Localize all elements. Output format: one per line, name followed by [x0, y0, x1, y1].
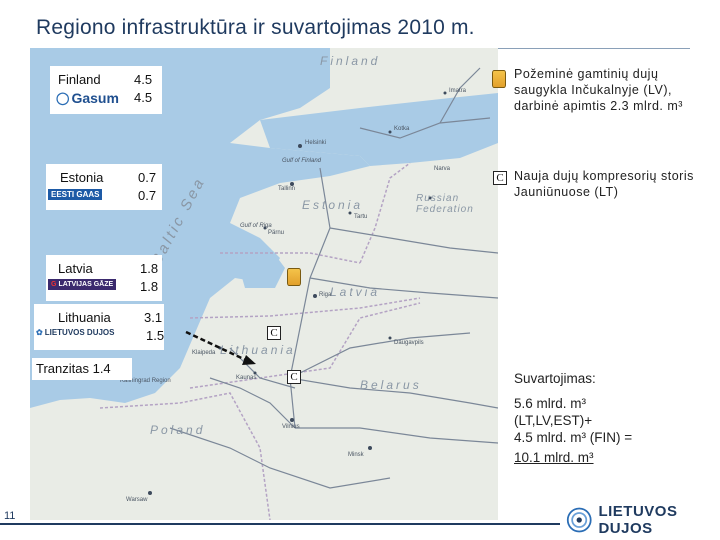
finland-label: Finland — [58, 72, 101, 87]
finland-value-1: 4.5 — [134, 72, 153, 87]
pipelines — [169, 67, 498, 489]
lithuania-label: Lithuania — [58, 310, 111, 325]
legend-storage-icon — [492, 70, 506, 88]
estonia-box: Estonia 0.7 0.7 EESTI GAAS — [46, 164, 162, 210]
lietuvos-dujos-emblem-icon — [566, 507, 592, 533]
city-tartu: Tartu — [354, 214, 368, 220]
compressor-icon-lithuania: C — [267, 326, 281, 340]
map-label-estonia: Estonia — [302, 198, 364, 212]
summary-line-3: 4.5 mlrd. m³ (FIN) = — [514, 430, 633, 445]
legend-compressor-icon: C — [493, 171, 507, 185]
city-riga: Riga — [319, 292, 332, 298]
page-number: 11 — [4, 510, 16, 522]
footer-company-name: LIETUVOS DUJOS — [598, 503, 678, 537]
city-imatra: Imatra — [449, 88, 467, 94]
border-poland — [99, 392, 271, 520]
city-helsinki: Helsinki — [305, 140, 327, 146]
gasum-logo: ◯ Gasum — [56, 90, 119, 106]
slide-title: Regiono infrastruktūra ir suvartojimas 2… — [36, 16, 475, 39]
map-label-gulf-of-finland: Gulf of Finland — [282, 158, 322, 164]
lithuania-box: Lithuania 3.1 1.5 ✿ LIETUVOS DUJOS — [34, 304, 164, 350]
map-label-russian-federation: Russian Federation — [416, 193, 474, 215]
border-russia — [359, 162, 411, 264]
transit-arrow — [185, 330, 256, 365]
latvijas-gaze-logo-text: LATVIJAS GĀZE — [58, 281, 114, 288]
transit-box: Tranzitas 1.4 — [32, 358, 132, 380]
summary-line-4: 10.1 mlrd. m³ — [514, 450, 594, 465]
city-daugavpils: Daugavpils — [394, 340, 424, 346]
city-minsk: Minsk — [348, 452, 364, 458]
latvia-box: Latvia 1.8 1.8 G LATVIJAS GĀZE — [46, 255, 162, 301]
city-warsaw: Warsaw — [126, 497, 148, 503]
latvijas-gaze-logo: G LATVIJAS GĀZE — [48, 279, 117, 290]
estonia-label: Estonia — [60, 170, 104, 185]
legend-compressor-text: Nauja dujų kompresorių storis Jauniūnuos… — [514, 169, 694, 199]
map-label-belarus: Belarus — [360, 378, 422, 392]
map-label-gulf-of-riga: Gulf of Riga — [240, 223, 272, 229]
finland-box: Finland 4.5 4.5 ◯ Gasum — [50, 66, 162, 114]
latvia-value-1: 1.8 — [140, 261, 159, 276]
map-label-kaliningrad: Kaliningrad Region — [120, 378, 171, 384]
summary-heading: Suvartojimas: — [514, 371, 596, 386]
eesti-gaas-logo: EESTI GAAS — [48, 189, 103, 200]
city-klaipeda: Klaipeda — [192, 350, 216, 356]
city-parnu: Pärnu — [268, 230, 285, 236]
estonia-value-2: 0.7 — [138, 188, 157, 203]
city-kotka: Kotka — [394, 126, 410, 132]
lietuvos-dujos-logo-text: LIETUVOS DUJOS — [44, 328, 115, 337]
footer-logo: LIETUVOS DUJOS — [566, 503, 720, 537]
gasum-logo-text: Gasum — [71, 90, 119, 106]
lithuania-value-1: 3.1 — [144, 310, 163, 325]
border-estonia-latvia — [220, 252, 361, 264]
map-label-lithuania: Lithuania — [220, 343, 296, 357]
city-kaunas: Kaunas — [236, 375, 257, 381]
lietuvos-dujos-logo: ✿ LIETUVOS DUJOS — [36, 328, 115, 337]
city-dots — [148, 91, 447, 495]
latvia-value-2: 1.8 — [140, 279, 159, 294]
finland-value-2: 4.5 — [134, 90, 153, 105]
summary-line-2: (LT,LV,EST)+ — [514, 413, 593, 428]
latvia-label: Latvia — [58, 261, 93, 276]
estonia-value-1: 0.7 — [138, 170, 157, 185]
map-label-latvia: Latvia — [330, 285, 381, 299]
footer-rule — [0, 523, 560, 525]
city-tallinn: Tallinn — [278, 186, 296, 192]
lithuania-value-2: 1.5 — [146, 328, 165, 343]
eesti-gaas-logo-text: EESTI GAAS — [51, 190, 100, 199]
transit-label: Tranzitas 1.4 — [36, 361, 111, 376]
compressor-icon-jauniunai: C — [287, 370, 301, 384]
gulf-of-finland — [260, 93, 498, 166]
map-label-finland: Finland — [320, 54, 381, 68]
city-narva: Narva — [434, 166, 451, 172]
incukalns-storage-icon — [287, 268, 301, 286]
summary-line-1: 5.6 mlrd. m³ — [514, 396, 587, 411]
city-vilnius: Vilnius — [282, 424, 300, 430]
border-latvia-lithuania — [189, 297, 421, 319]
legend-storage-text: Požeminė gamtinių dujų saugykla Inčukaln… — [514, 67, 683, 113]
gulf-of-riga — [235, 248, 285, 288]
border-belarus — [189, 302, 421, 389]
map-label-poland: Poland — [150, 423, 206, 437]
